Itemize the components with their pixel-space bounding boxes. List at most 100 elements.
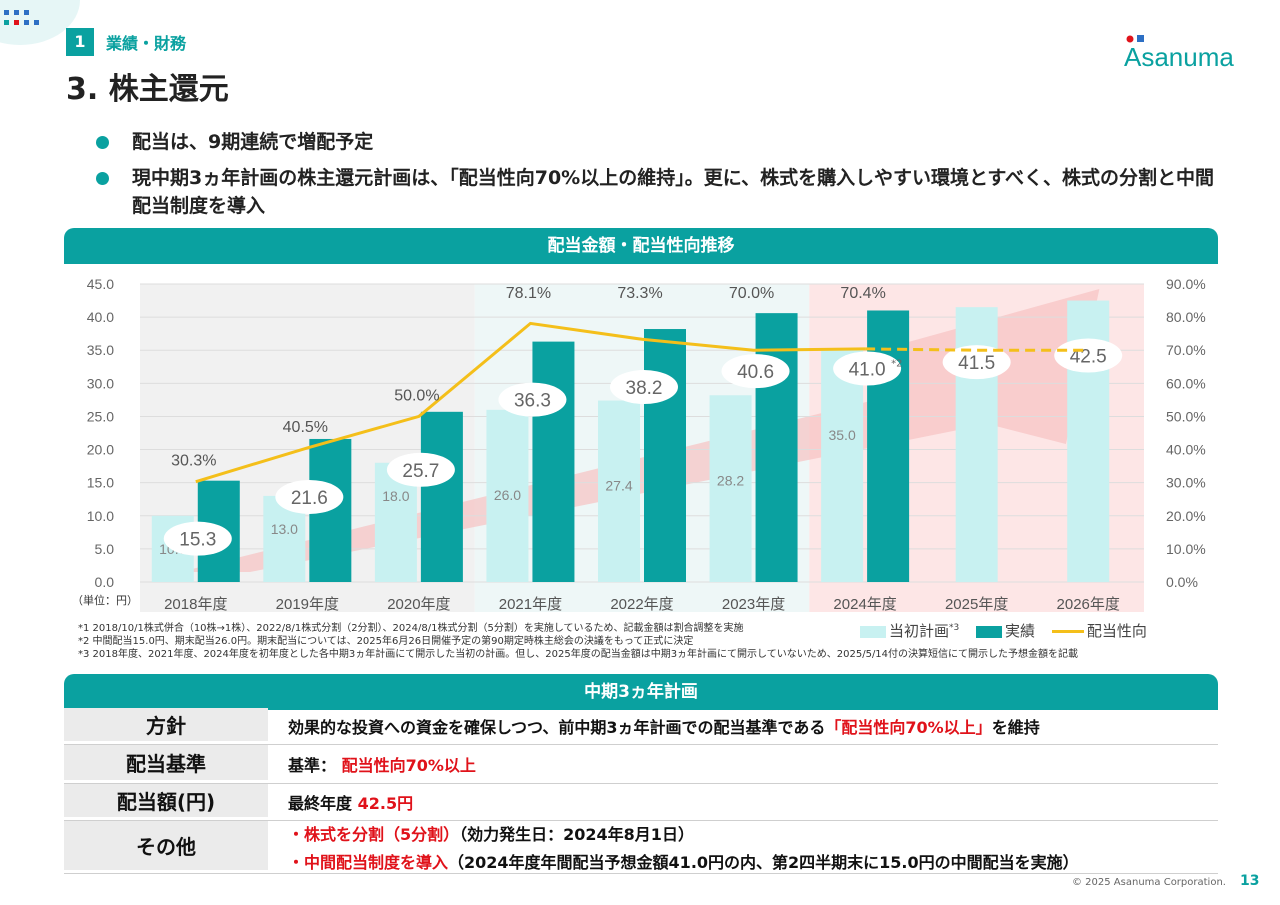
y-tick-label: 0.0 bbox=[95, 574, 115, 590]
payout-label: 78.1% bbox=[506, 285, 551, 302]
y-tick-label: 45.0 bbox=[87, 276, 114, 292]
payout-line bbox=[195, 321, 866, 484]
y-tick-label: 40.0 bbox=[87, 309, 114, 325]
row-value-standard: 基準： 配当性向70%以上 bbox=[288, 756, 476, 775]
footnote-2: *2 中間配当15.0円、期末配当26.0円。期末配当については、2025年6月… bbox=[78, 636, 694, 647]
y2-tick-label: 0.0% bbox=[1166, 574, 1198, 590]
bar-actual-bubble bbox=[721, 354, 790, 389]
table-row: 方針 効果的な投資への資金を確保しつつ、前中期3ヵ年計画での配当基準である「配当… bbox=[64, 708, 1218, 745]
bar-plan-bubble bbox=[1054, 338, 1123, 373]
y2-tick-label: 60.0% bbox=[1166, 375, 1206, 391]
logo-text: Asanuma bbox=[1124, 42, 1234, 70]
y2-tick-label: 30.0% bbox=[1166, 475, 1206, 491]
row-label-amount: 配当額(円) bbox=[64, 784, 268, 817]
section-name: 業績・財務 bbox=[106, 34, 187, 53]
y2-tick-label: 50.0% bbox=[1166, 408, 1206, 424]
y-tick-label: 5.0 bbox=[95, 541, 115, 557]
plan-band-title: 中期3ヵ年計画 bbox=[64, 674, 1218, 710]
summary-bullets: 配当は、9期連続で増配予定 現中期3ヵ年計画の株主還元計画は、「配当性向70%以… bbox=[96, 128, 1216, 228]
y-tick-label: 35.0 bbox=[87, 342, 114, 358]
payout-label: 70.0% bbox=[729, 285, 774, 302]
payout-label: 50.0% bbox=[394, 387, 439, 404]
legend-payout-swatch bbox=[1051, 630, 1084, 633]
footnote-3: *3 2018年度、2021年度、2024年度を初年度とした各中期3ヵ年計画にて… bbox=[78, 649, 1079, 660]
x-tick-label: 2021年度 bbox=[499, 596, 562, 613]
dividend-chart: 0.0 5.0 10.0 15.0 20.0 25.0 30.0 35.0 40.0 45.0 0.… bbox=[64, 264, 1218, 624]
bar-actual-label: 38.2 bbox=[626, 378, 663, 399]
payout-label: 30.3% bbox=[171, 453, 216, 470]
bar-plan-label: 35.0 bbox=[828, 427, 855, 443]
bar-plan bbox=[598, 400, 640, 582]
plan-table: 方針 効果的な投資への資金を確保しつつ、前中期3ヵ年計画での配当基準である「配当… bbox=[64, 708, 1218, 874]
chart-legend: 当初計画*3 実績 配当性向 bbox=[860, 620, 1159, 641]
bar-actual-bubble bbox=[610, 370, 678, 405]
payout-line-forecast bbox=[865, 347, 1089, 352]
y2-tick-label: 70.0% bbox=[1166, 342, 1206, 358]
x-tick-label: 2026年度 bbox=[1057, 596, 1120, 613]
legend-plan-swatch bbox=[860, 625, 886, 638]
y2-tick-label: 90.0% bbox=[1166, 276, 1206, 292]
bullet-dot-icon bbox=[96, 136, 109, 149]
corner-decoration bbox=[0, 0, 80, 45]
y-tick-label: 30.0 bbox=[87, 375, 114, 391]
bar-actual-bubble bbox=[386, 452, 455, 487]
x-tick-label: 2018年度 bbox=[164, 596, 227, 613]
legend-actual: 実績 bbox=[976, 622, 1035, 640]
row-label-standard: 配当基準 bbox=[64, 745, 268, 780]
bar-plan-bubble bbox=[942, 345, 1011, 380]
payout-label: 40.5% bbox=[283, 419, 328, 436]
bar-actual-label: 15.3 bbox=[179, 530, 216, 551]
section-number-badge: 1 bbox=[66, 28, 94, 56]
legend-plan: 当初計画*3 bbox=[860, 622, 959, 640]
table-row: その他 ・株式を分割（5分割）（効力発生日：2024年8月1日） ・中間配当制度… bbox=[64, 821, 1218, 874]
bar-actual-label: 36.3 bbox=[514, 391, 551, 412]
y2-tick-label: 40.0% bbox=[1166, 442, 1206, 458]
copyright: © 2025 Asanuma Corporation. bbox=[1072, 877, 1226, 888]
bar-plan-label: 26.0 bbox=[494, 487, 521, 503]
row-value-policy: 効果的な投資への資金を確保しつつ、前中期3ヵ年計画での配当基準である「配当性向7… bbox=[288, 718, 1040, 737]
bar-actual-label: 40.6 bbox=[737, 362, 774, 383]
table-row: 配当基準 基準： 配当性向70%以上 bbox=[64, 745, 1218, 784]
y-tick-label: 10.0 bbox=[87, 508, 114, 524]
bar-plan-label: 27.4 bbox=[605, 478, 632, 494]
bullet-dot-icon bbox=[96, 172, 109, 185]
bar-actual bbox=[755, 313, 798, 582]
y-tick-label: 25.0 bbox=[87, 408, 114, 424]
row-label-other: その他 bbox=[64, 821, 268, 870]
bar-plan-label: 13.0 bbox=[271, 521, 298, 537]
chart-svg: 0.0 5.0 10.0 15.0 20.0 25.0 30.0 35.0 40.0 45.0 0.… bbox=[72, 276, 1206, 613]
bar-actual-note: *2 bbox=[891, 358, 902, 369]
x-tick-label: 2020年度 bbox=[387, 596, 450, 613]
y2-tick-label: 80.0% bbox=[1166, 309, 1206, 325]
y2-tick-label: 20.0% bbox=[1166, 508, 1206, 524]
x-tick-label: 2022年度 bbox=[610, 596, 673, 613]
footnotes: *1 2018/10/1株式併合（10株→1株）、2022/8/1株式分割（2分… bbox=[78, 622, 1078, 661]
legend-actual-swatch bbox=[976, 625, 1003, 638]
bar-plan-label: 42.5 bbox=[1070, 347, 1107, 368]
bar-plan bbox=[486, 409, 529, 582]
bar-actual-bubble bbox=[163, 521, 232, 556]
chart-band-title: 配当金額・配当性向推移 bbox=[64, 228, 1218, 264]
legend-payout: 配当性向 bbox=[1051, 622, 1147, 640]
footnote-1: *1 2018/10/1株式併合（10株→1株）、2022/8/1株式分割（2分… bbox=[78, 623, 744, 634]
bullet-item: 現中期3ヵ年計画の株主還元計画は、「配当性向70%以上の維持」。更に、株式を購入… bbox=[96, 164, 1216, 220]
unit-label: （単位：円） bbox=[72, 593, 138, 607]
bar-actual-label: 41.0 bbox=[849, 359, 886, 380]
bar-actual-label: 21.6 bbox=[291, 488, 328, 509]
x-tick-label: 2023年度 bbox=[722, 596, 785, 613]
bar-plan-label: 28.2 bbox=[717, 472, 744, 488]
bar-plan bbox=[821, 350, 864, 582]
bar-plan bbox=[709, 395, 752, 582]
bar-actual-bubble bbox=[498, 382, 567, 417]
row-label-policy: 方針 bbox=[64, 708, 268, 741]
x-tick-label: 2025年度 bbox=[945, 596, 1008, 613]
bar-actual-label: 25.7 bbox=[402, 461, 439, 482]
bar-actual-bubble bbox=[833, 351, 902, 386]
table-row: 配当額(円) 最終年度 42.5円 bbox=[64, 784, 1218, 821]
page-number: 13 bbox=[1240, 873, 1260, 889]
bullet-item: 配当は、9期連続で増配予定 bbox=[96, 128, 1216, 156]
bar-actual-bubble bbox=[275, 479, 344, 514]
y2-tick-label: 10.0% bbox=[1166, 541, 1206, 557]
bar-plan-label: 41.5 bbox=[958, 353, 995, 374]
bar-actual bbox=[420, 411, 463, 582]
